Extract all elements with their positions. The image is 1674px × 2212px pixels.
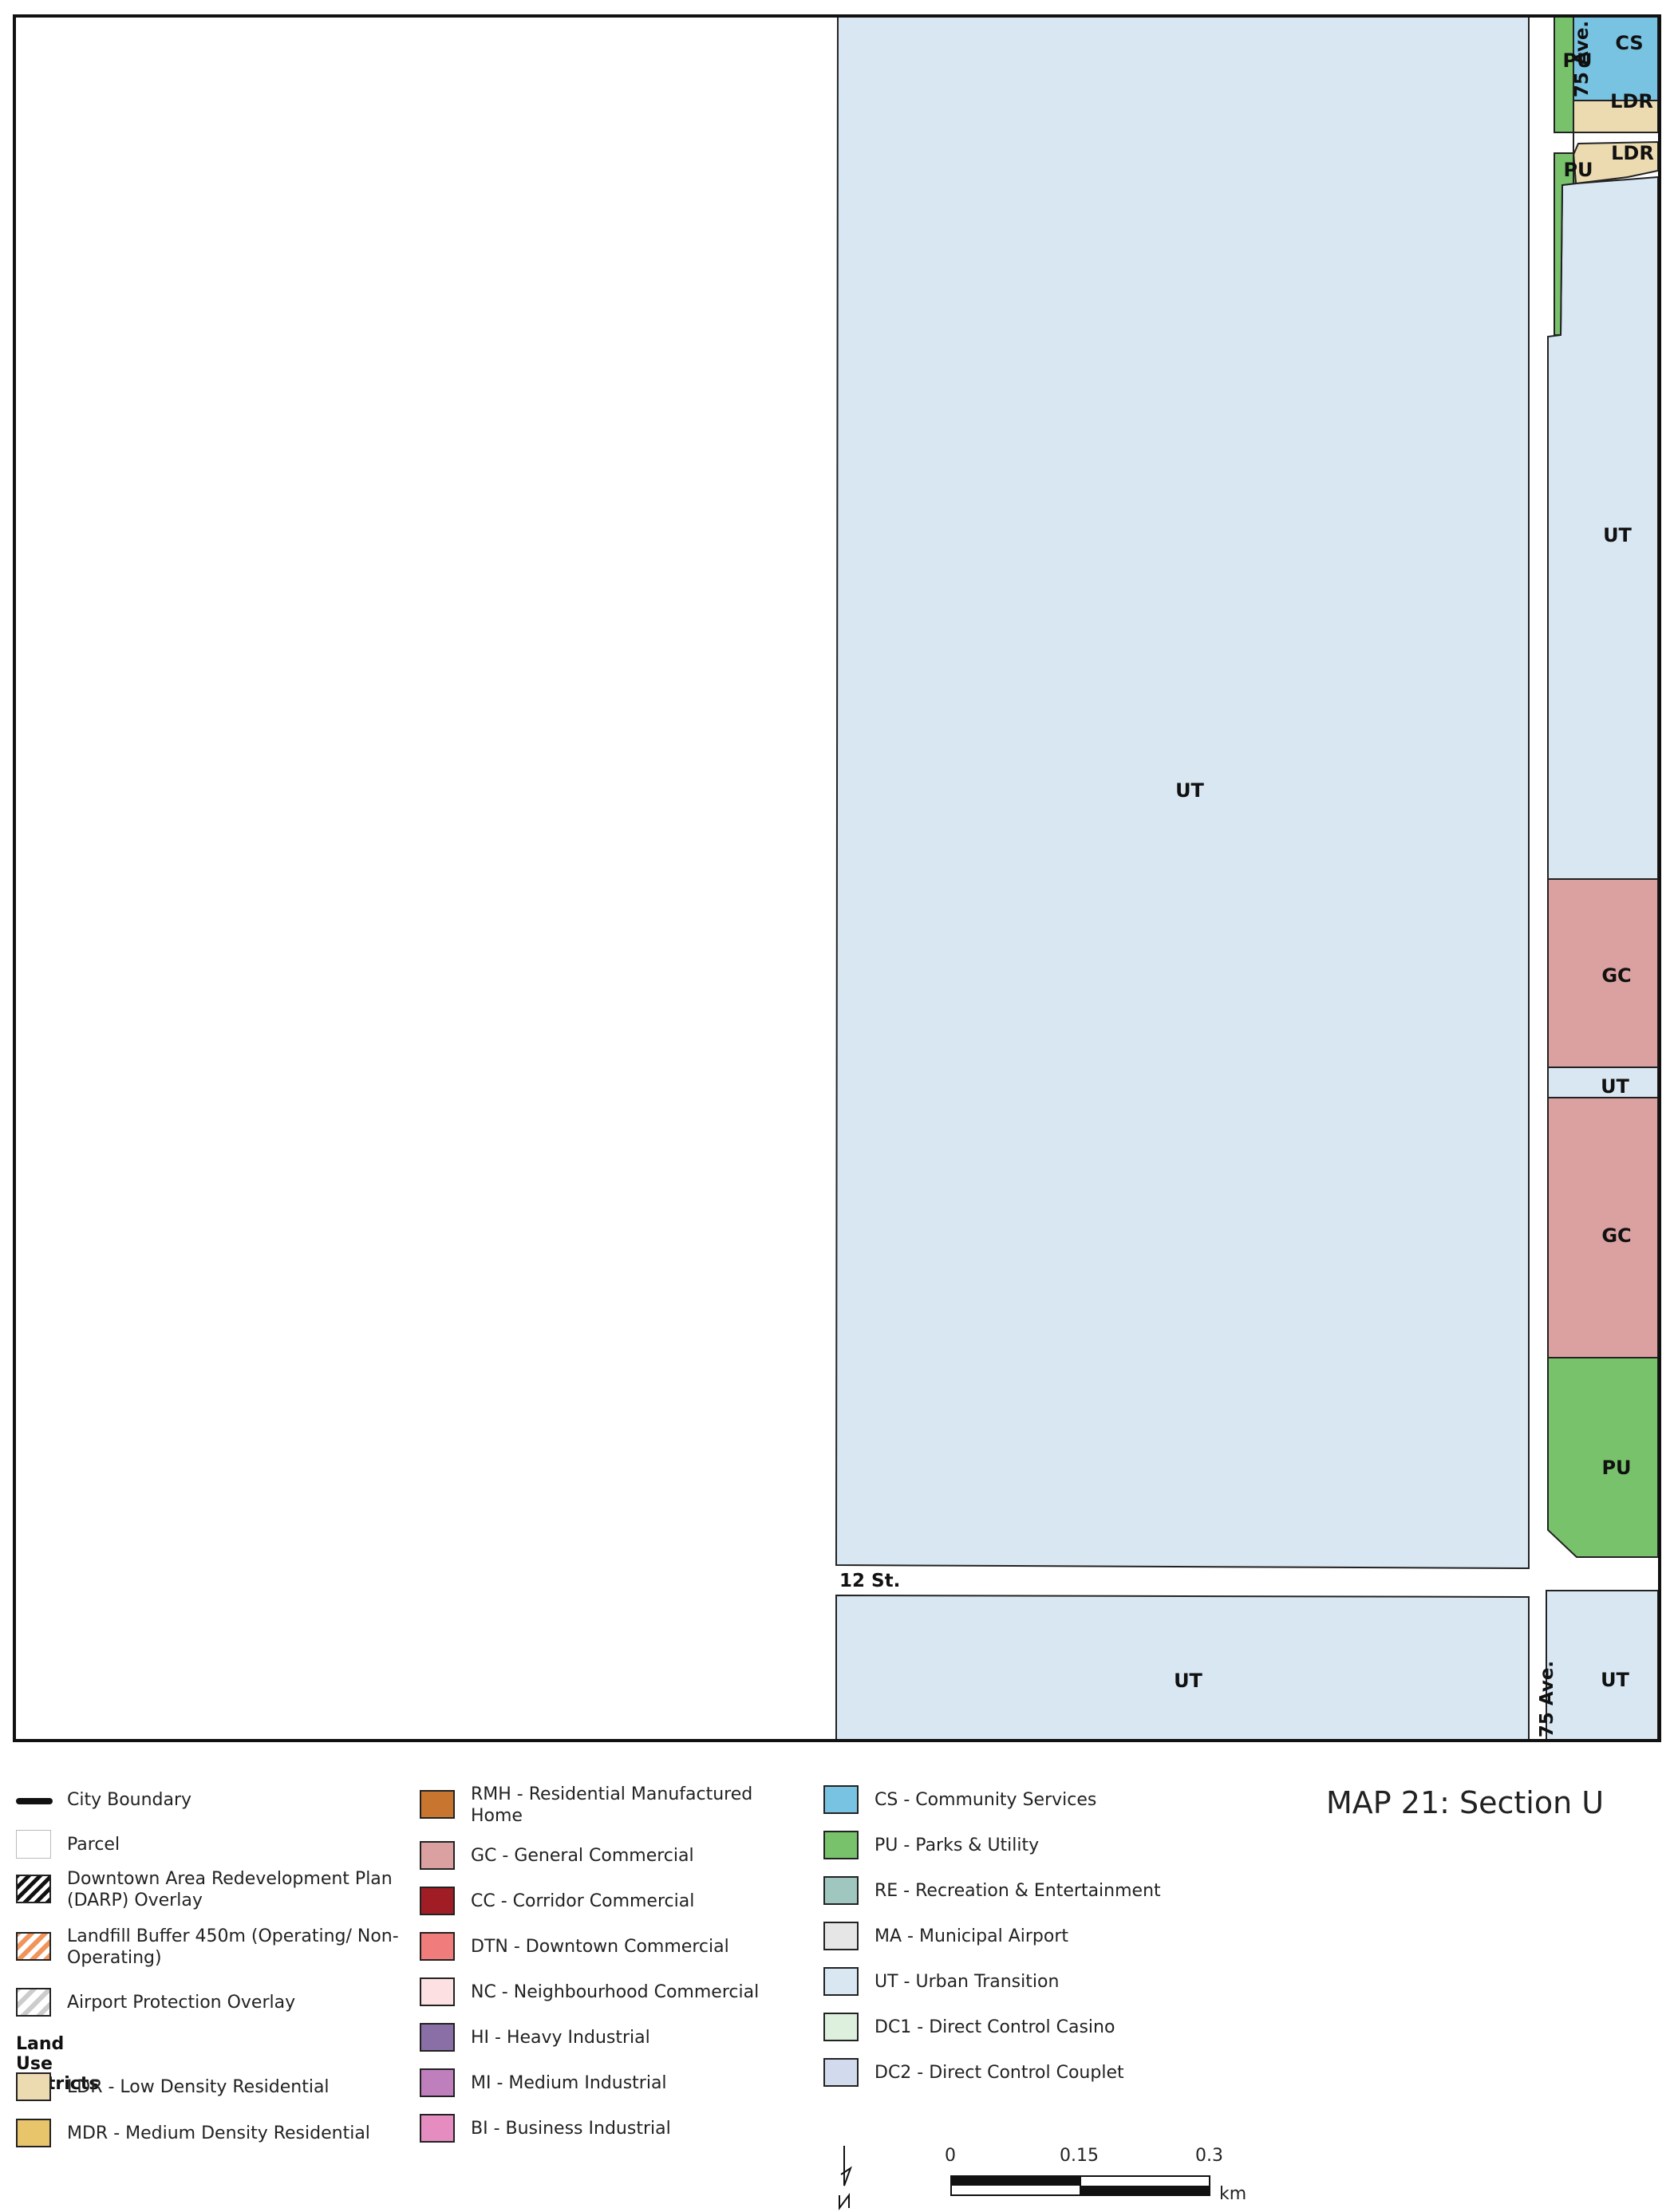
street-label-75-ave-bottom: 75 Ave.: [1537, 1661, 1558, 1737]
district-swatch: [823, 1876, 859, 1905]
zone-label: UT: [1603, 524, 1632, 546]
legend-label: UT - Urban Transition: [875, 1972, 1060, 1992]
legend-item-re: RE - Recreation & Entertainment: [823, 1876, 1161, 1905]
zone-label: GC: [1601, 1224, 1631, 1247]
district-swatch: [420, 2023, 455, 2052]
legend-label: DC1 - Direct Control Casino: [875, 2017, 1115, 2037]
legend-item-pu: PU - Parks & Utility: [823, 1831, 1039, 1859]
district-swatch: [420, 1932, 455, 1961]
landfill-hatch-swatch: [16, 1932, 51, 1961]
zone-label: GC: [1601, 964, 1631, 987]
legend-label: RMH - Residential Manufactured Home: [471, 1784, 753, 1826]
zone-label: UT: [1601, 1669, 1629, 1691]
zone-label: UT: [1175, 779, 1204, 802]
legend-label: CC - Corridor Commercial: [471, 1891, 695, 1911]
legend-item-city-boundary: City Boundary: [16, 1785, 191, 1810]
legend-item-dc1: DC1 - Direct Control Casino: [823, 2013, 1115, 2041]
scale-tick-label: 0: [945, 2146, 956, 2166]
legend-label: LDR - Low Density Residential: [67, 2077, 330, 2097]
city-boundary-line-icon: [16, 1798, 53, 1804]
legend-item-landfill-buffer: Landfill Buffer 450m (Operating/ Non-Ope…: [16, 1926, 399, 1968]
legend-item-mi: MI - Medium Industrial: [420, 2068, 667, 2097]
legend-item-ma: MA - Municipal Airport: [823, 1922, 1068, 1950]
legend-label: DC2 - Direct Control Couplet: [875, 2063, 1124, 2083]
parcel-swatch: [16, 1830, 51, 1859]
legend-label: RE - Recreation & Entertainment: [875, 1881, 1161, 1901]
legend-item-gc: GC - General Commercial: [420, 1841, 694, 1870]
legend-label: Parcel: [67, 1835, 120, 1855]
legend-item-darp-overlay: Downtown Area Redevelopment Plan (DARP) …: [16, 1869, 393, 1910]
zone-label: LDR: [1610, 90, 1653, 112]
street-label-12-st: 12 St.: [839, 1571, 900, 1591]
scale-bar: [950, 2175, 1210, 2196]
zone-cs-top[interactable]: [1573, 15, 1659, 101]
zone-ut-bottom-left[interactable]: [835, 1594, 1530, 1741]
legend-label: MA - Municipal Airport: [875, 1926, 1068, 1946]
district-swatch: [823, 1785, 859, 1814]
legend-item-cs: CS - Community Services: [823, 1785, 1096, 1814]
legend-label: Downtown Area Redevelopment Plan (DARP) …: [67, 1869, 393, 1910]
zone-pu-lower[interactable]: [1547, 1357, 1659, 1558]
map-title: MAP 21: Section U: [1326, 1785, 1605, 1820]
zone-label: PU: [1601, 1457, 1631, 1479]
legend-label: MI - Medium Industrial: [471, 2073, 667, 2093]
street-label-75-ave-top: 75 Ave.: [1572, 21, 1593, 97]
legend-item-airport-overlay: Airport Protection Overlay: [16, 1988, 295, 2017]
legend-label: BI - Business Industrial: [471, 2119, 671, 2139]
legend-item-rmh: RMH - Residential Manufactured Home: [420, 1784, 752, 1826]
district-swatch: [823, 1831, 859, 1859]
legend-item-dtn: DTN - Downtown Commercial: [420, 1932, 729, 1961]
district-swatch: [420, 1977, 455, 2006]
legend-label: NC - Neighbourhood Commercial: [471, 1982, 760, 2002]
legend-label: MDR - Medium Density Residential: [67, 2123, 370, 2143]
zone-label: UT: [1601, 1075, 1629, 1098]
zone-label: UT: [1174, 1670, 1202, 1692]
legend-label: PU - Parks & Utility: [875, 1835, 1040, 1855]
airport-hatch-swatch: [16, 1988, 51, 2017]
map-frame: [13, 14, 1661, 1742]
legend-item-dc2: DC2 - Direct Control Couplet: [823, 2058, 1124, 2087]
zone-pu-top[interactable]: [1554, 15, 1574, 133]
legend-label: Airport Protection Overlay: [67, 1993, 296, 2013]
scale-unit-label: km: [1219, 2184, 1247, 2204]
zone-ut-strip[interactable]: [1547, 1067, 1659, 1098]
legend-label: Landfill Buffer 450m (Operating/ Non-Ope…: [67, 1926, 399, 1968]
legend-item-cc: CC - Corridor Commercial: [420, 1887, 694, 1915]
north-arrow-icon: [839, 2146, 852, 2210]
district-swatch: [823, 1922, 859, 1950]
legend-label: DTN - Downtown Commercial: [471, 1937, 729, 1957]
darp-hatch-swatch: [16, 1875, 51, 1903]
district-swatch: [420, 1887, 455, 1915]
district-swatch: [420, 1790, 455, 1819]
legend-item-bi: BI - Business Industrial: [420, 2114, 671, 2143]
zone-label: PU: [1563, 159, 1593, 181]
zone-ut-bottom-right[interactable]: [1546, 1590, 1659, 1741]
district-swatch: [420, 2114, 455, 2143]
legend-label: GC - General Commercial: [471, 1846, 694, 1866]
district-swatch: [823, 2058, 859, 2087]
district-swatch: [420, 2068, 455, 2097]
legend-item-nc: NC - Neighbourhood Commercial: [420, 1977, 759, 2006]
zone-label: PU: [1562, 49, 1592, 72]
district-swatch: [16, 2072, 51, 2101]
district-swatch: [823, 2013, 859, 2041]
scale-tick-label: 0.15: [1060, 2146, 1099, 2166]
legend-item-ldr: LDR - Low Density Residential: [16, 2072, 330, 2101]
zone-label: LDR: [1611, 142, 1654, 164]
legend-item-ut: UT - Urban Transition: [823, 1967, 1059, 1996]
district-swatch: [16, 2119, 51, 2147]
district-swatch: [823, 1967, 859, 1996]
scale-tick-label: 0.3: [1195, 2146, 1223, 2166]
legend-item-mdr: MDR - Medium Density Residential: [16, 2119, 370, 2147]
legend-item-parcel: Parcel: [16, 1830, 120, 1859]
zone-label: CS: [1615, 32, 1643, 54]
legend-label: City Boundary: [67, 1790, 192, 1810]
zone-gc-lower[interactable]: [1547, 1097, 1659, 1358]
district-swatch: [420, 1841, 455, 1870]
legend-label: HI - Heavy Industrial: [471, 2028, 650, 2048]
legend-item-hi: HI - Heavy Industrial: [420, 2023, 650, 2052]
legend-label: CS - Community Services: [875, 1790, 1097, 1810]
